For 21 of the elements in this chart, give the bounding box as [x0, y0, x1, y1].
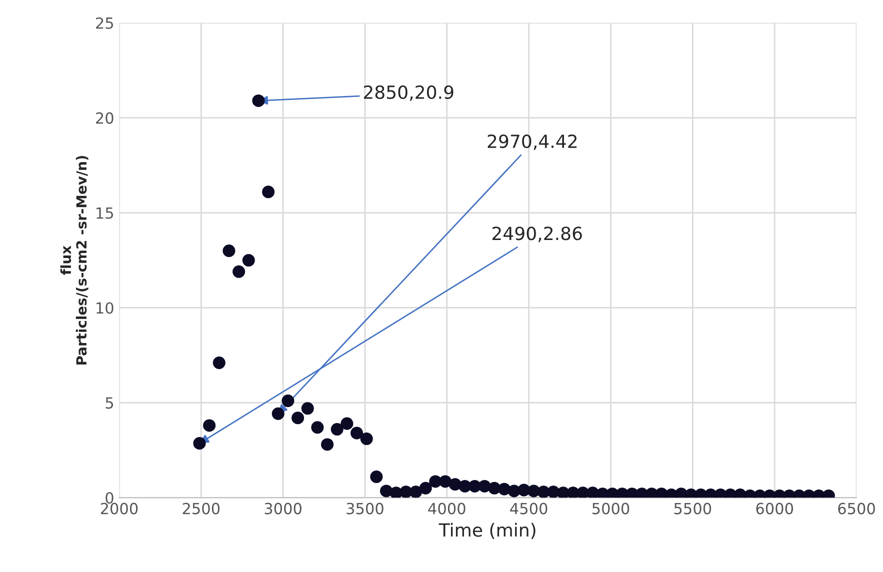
x-tick-label: 4000	[428, 502, 466, 514]
y-tick-label: 5	[106, 397, 114, 409]
x-tick-label: 3000	[264, 502, 302, 514]
x-tick-label: 2500	[182, 502, 220, 514]
y-tick-label: 0	[106, 492, 114, 504]
annotation: 2490,2.86	[492, 226, 582, 242]
annotation: 2970,4.42	[488, 134, 577, 150]
x-tick-label: 2000	[100, 502, 138, 514]
x-tick-label: 5500	[674, 502, 712, 514]
x-tick-label: 6500	[838, 502, 875, 514]
x-tick-label: 3500	[346, 502, 384, 514]
y-axis-title: flux Particles/(s-cm2 -sr-Mev/n)	[60, 156, 88, 364]
x-tick-label: 6000	[756, 502, 794, 514]
y-tick-label: 15	[96, 207, 114, 219]
annotation: 2850,20.9	[364, 85, 454, 101]
y-tick-label: 10	[96, 302, 114, 314]
y-tick-label: 20	[96, 112, 114, 124]
x-tick-label: 4500	[510, 502, 548, 514]
y-tick-label: 25	[96, 17, 114, 29]
x-axis-title: Time (min)	[438, 522, 536, 539]
x-tick-label: 5000	[592, 502, 630, 514]
